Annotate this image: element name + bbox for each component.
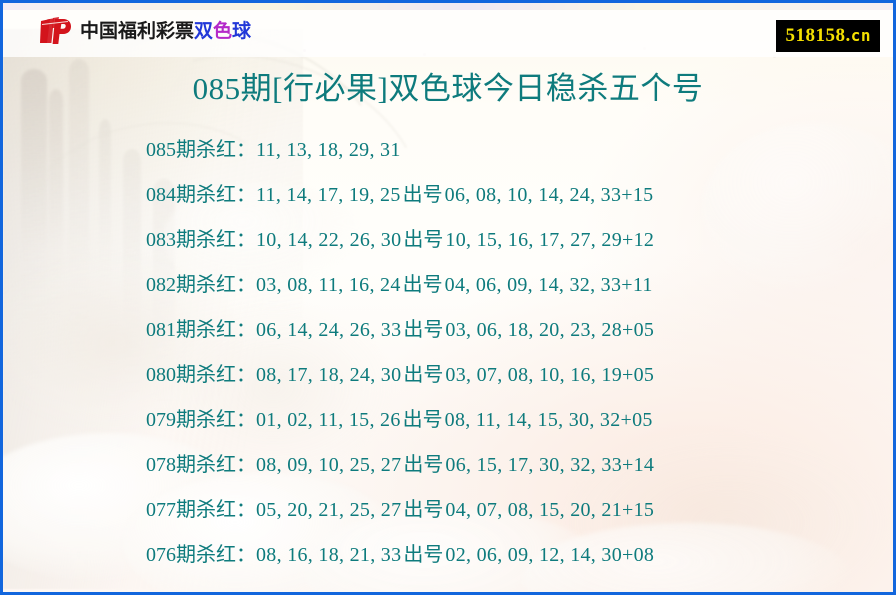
background-cloud-6 xyxy=(703,123,893,293)
header-bar xyxy=(3,10,893,57)
row-kill-numbers: 11, 14, 17, 19, 25 xyxy=(256,184,401,206)
brand-text-shuang: 双 xyxy=(194,19,214,42)
row-label: 076期杀红： xyxy=(146,544,256,566)
row-separator xyxy=(401,139,405,161)
row-separator: 出号 xyxy=(403,229,444,251)
row-kill-numbers: 03, 08, 11, 16, 24 xyxy=(256,274,401,296)
row-kill-numbers: 08, 16, 18, 21, 33 xyxy=(256,544,402,566)
list-item: 078期杀红：08, 09, 10, 25, 27 出号 06, 15, 17, 3… xyxy=(146,443,873,488)
row-label: 078期杀红： xyxy=(146,454,256,476)
row-draw-numbers: 10, 15, 16, 17, 27, 29+12 xyxy=(445,229,655,251)
row-kill-numbers: 08, 09, 10, 25, 27 xyxy=(256,454,402,476)
row-draw-numbers: 06, 08, 10, 14, 24, 33+15 xyxy=(444,184,654,206)
row-label: 083期杀红： xyxy=(146,229,256,251)
brand-logo[interactable]: 中国福利彩票双色球 xyxy=(38,16,251,46)
brand-text-se: 色 xyxy=(213,19,233,42)
row-label: 077期杀红： xyxy=(146,499,256,521)
page-title: 085期[行必果]双色球今日稳杀五个号 xyxy=(192,71,704,106)
row-label: 082期杀红： xyxy=(146,274,256,296)
row-draw-numbers: 08, 11, 14, 15, 30, 32+05 xyxy=(444,409,653,431)
row-kill-numbers: 01, 02, 11, 15, 26 xyxy=(256,409,401,431)
site-domain-badge[interactable]: 518158.cn xyxy=(776,20,880,52)
row-draw-numbers: 02, 06, 09, 12, 14, 30+08 xyxy=(445,544,655,566)
row-label: 079期杀红： xyxy=(146,409,256,431)
row-separator: 出号 xyxy=(403,364,444,386)
row-kill-numbers: 08, 17, 18, 24, 30 xyxy=(256,364,402,386)
list-item: 079期杀红：01, 02, 11, 15, 26 出号 08, 11, 14, 1… xyxy=(146,398,873,443)
brand-text-qiu: 球 xyxy=(232,19,252,42)
row-separator: 出号 xyxy=(402,184,443,206)
background-mist-2 xyxy=(153,303,393,473)
list-item: 084期杀红：11, 14, 17, 19, 25 出号 06, 08, 10, 1… xyxy=(146,173,873,218)
row-label: 085期杀红： xyxy=(146,139,256,161)
list-item: 080期杀红：08, 17, 18, 24, 30 出号 03, 07, 08, 1… xyxy=(146,353,873,398)
background-mist-1 xyxy=(3,253,243,433)
list-item: 085期杀红：11, 13, 18, 29, 31 xyxy=(146,128,873,173)
site-domain-tld: cn xyxy=(850,26,871,45)
row-separator: 出号 xyxy=(403,499,444,521)
list-item: 081期杀红：06, 14, 24, 26, 33 出号 03, 06, 18, 2… xyxy=(146,308,873,353)
row-label: 080期杀红： xyxy=(146,364,256,386)
row-separator: 出号 xyxy=(402,409,443,431)
row-separator: 出号 xyxy=(403,544,444,566)
row-draw-numbers: 06, 15, 17, 30, 32, 33+14 xyxy=(445,454,655,476)
header-top-band xyxy=(3,3,893,10)
row-separator: 出号 xyxy=(403,319,444,341)
brand-text: 中国福利彩票双色球 xyxy=(80,19,252,42)
row-kill-numbers: 11, 13, 18, 29, 31 xyxy=(256,139,401,161)
background-cloud-5 xyxy=(163,183,363,293)
row-kill-numbers: 10, 14, 22, 26, 30 xyxy=(256,229,402,251)
results-list: 085期杀红：11, 13, 18, 29, 31 084期杀红：11, 14,… xyxy=(146,128,873,578)
row-label: 081期杀红： xyxy=(146,319,256,341)
row-separator: 出号 xyxy=(403,454,444,476)
list-item: 083期杀红：10, 14, 22, 26, 30 出号 10, 15, 16, 1… xyxy=(146,218,873,263)
china-welfare-lottery-logo-icon xyxy=(38,16,72,46)
list-item: 076期杀红：08, 16, 18, 21, 33 出号 02, 06, 09, 1… xyxy=(146,533,873,578)
row-kill-numbers: 06, 14, 24, 26, 33 xyxy=(256,319,402,341)
list-item: 082期杀红：03, 08, 11, 16, 24 出号 04, 06, 09, 1… xyxy=(146,263,873,308)
row-draw-numbers: 04, 06, 09, 14, 32, 33+11 xyxy=(444,274,653,296)
site-domain-text: 518158. xyxy=(785,25,851,46)
row-draw-numbers: 03, 06, 18, 20, 23, 28+05 xyxy=(445,319,655,341)
row-kill-numbers: 05, 20, 21, 25, 27 xyxy=(256,499,402,521)
row-label: 084期杀红： xyxy=(146,184,256,206)
row-draw-numbers: 03, 07, 08, 10, 16, 19+05 xyxy=(445,364,655,386)
row-draw-numbers: 04, 07, 08, 15, 20, 21+15 xyxy=(445,499,655,521)
brand-text-cn: 中国福利彩票 xyxy=(80,19,195,42)
list-item: 077期杀红：05, 20, 21, 25, 27 出号 04, 07, 08, 1… xyxy=(146,488,873,533)
row-separator: 出号 xyxy=(402,274,443,296)
